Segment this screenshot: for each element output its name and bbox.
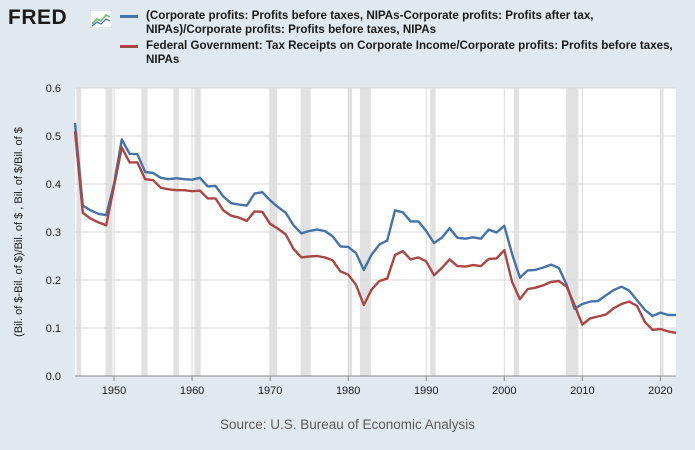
y-tick-label: 0.0 bbox=[46, 371, 61, 383]
chart-legend: (Corporate profits: Profits before taxes… bbox=[120, 9, 680, 69]
legend-item-series-2[interactable]: Federal Government: Tax Receipts on Corp… bbox=[120, 39, 680, 67]
x-tick-label: 1970 bbox=[258, 385, 282, 397]
legend-swatch-series-1 bbox=[120, 15, 138, 18]
x-tick-label: 1960 bbox=[180, 385, 204, 397]
x-tick-label: 2010 bbox=[570, 385, 594, 397]
legend-label-series-1: (Corporate profits: Profits before taxes… bbox=[146, 9, 594, 36]
y-tick-label: 0.2 bbox=[46, 275, 61, 287]
x-tick-label: 1980 bbox=[336, 385, 360, 397]
x-tick-label: 2020 bbox=[648, 385, 672, 397]
logo-text: FRED bbox=[8, 6, 68, 29]
chart-line-icon bbox=[90, 10, 112, 28]
y-tick-label: 0.5 bbox=[46, 131, 61, 143]
x-tick-label: 2000 bbox=[492, 385, 516, 397]
x-tick-label: 1950 bbox=[102, 385, 126, 397]
legend-label-series-2: Federal Government: Tax Receipts on Corp… bbox=[146, 39, 673, 66]
gridlines bbox=[75, 87, 676, 376]
y-axis-label: (Bil. of $-Bil. of $)/Bil. of $ , Bil. o… bbox=[13, 127, 25, 337]
y-tick-label: 0.4 bbox=[46, 179, 61, 191]
y-tick-label: 0.1 bbox=[46, 323, 61, 335]
legend-swatch-series-2 bbox=[120, 45, 138, 48]
axes: 0.0 0.1 0.2 0.3 0.4 0.5 0.6 1950 1960 1970 1980 199… bbox=[46, 83, 676, 397]
series-lines bbox=[73, 122, 677, 334]
source-note: Source: U.S. Bureau of Economic Analysis bbox=[219, 417, 476, 432]
legend-item-series-1[interactable]: (Corporate profits: Profits before taxes… bbox=[120, 9, 680, 37]
series-line-2[interactable] bbox=[73, 131, 677, 334]
y-tick-label: 0.6 bbox=[46, 83, 61, 95]
fred-logo[interactable]: FRED bbox=[8, 6, 67, 30]
y-tick-label: 0.3 bbox=[46, 227, 61, 239]
x-tick-label: 1990 bbox=[414, 385, 438, 397]
